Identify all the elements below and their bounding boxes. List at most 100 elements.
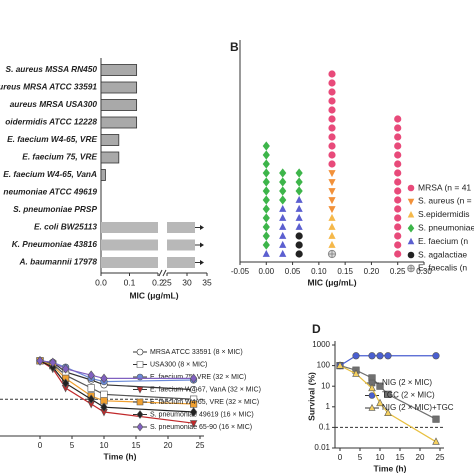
x-tick-label: 30 — [182, 277, 192, 287]
point — [384, 408, 392, 416]
legend-label: MRSA ATCC 33591 (8 × MIC) — [150, 349, 243, 356]
point — [384, 390, 392, 398]
bar — [100, 81, 138, 94]
category-label: E. faecium W4-65, VanA — [3, 169, 97, 179]
x-tick-label: 20 — [164, 441, 173, 450]
x-tick-label: 5 — [358, 453, 363, 462]
dot — [394, 250, 402, 258]
y-tick-label: 10 — [321, 381, 330, 390]
dot — [394, 160, 402, 168]
legend-label: MRSA (n = 41 — [418, 182, 471, 192]
dot — [328, 170, 336, 178]
legend-label: USA300 (8 × MIC) — [150, 361, 207, 368]
dot — [394, 115, 402, 123]
dot — [262, 159, 270, 169]
y-tick-label: 1 — [326, 402, 331, 411]
x-tick-label: 0.1 — [124, 277, 136, 287]
dot — [279, 168, 287, 178]
point — [376, 382, 384, 390]
dot — [279, 240, 287, 248]
category-label: S. pneumoniae PRSP — [13, 204, 97, 214]
dot — [394, 124, 402, 132]
legend-marker — [407, 211, 415, 218]
x-tick-label: 0.10 — [311, 267, 327, 276]
y-tick-label: 1000 — [312, 340, 330, 349]
y-tick-label: 100 — [317, 361, 331, 370]
x-axis-label: MIC (μg/mL) — [307, 277, 356, 287]
dot — [328, 222, 336, 230]
dot — [328, 188, 336, 196]
legend-marker — [136, 398, 144, 406]
x-tick-label: 25 — [196, 441, 205, 450]
point — [189, 420, 198, 428]
legend-label: E. faecium 75, VRE (32 × MIC) — [150, 374, 246, 381]
dot — [279, 249, 287, 257]
dot — [295, 213, 303, 221]
bar — [101, 257, 195, 268]
x-tick-label: 0.15 — [337, 267, 353, 276]
dot — [295, 232, 303, 240]
bar — [100, 116, 138, 129]
dot — [279, 213, 287, 221]
legend-label: S. pneumoniae 49619 (16 × MIC) — [150, 411, 254, 418]
x-tick-label: 0.0 — [95, 277, 107, 287]
dot — [328, 106, 336, 114]
category-label: aureus MRSA USA300 — [10, 99, 98, 109]
x-tick-label: 0.20 — [364, 267, 380, 276]
point — [352, 352, 360, 360]
legend-marker — [136, 373, 144, 381]
x-tick-label: 5 — [70, 441, 75, 450]
dot — [328, 160, 336, 168]
dot — [328, 231, 336, 239]
dot — [279, 186, 287, 196]
dot — [295, 195, 303, 203]
dot — [394, 133, 402, 141]
legend-marker — [368, 392, 376, 399]
dot — [328, 133, 336, 141]
legend-label: E. faecium W4-67, VanA (32 × MIC) — [150, 386, 261, 393]
dot — [328, 151, 336, 159]
point — [87, 394, 95, 404]
dot — [328, 124, 336, 132]
x-axis-label: Time (h) — [104, 451, 137, 461]
legend-label: E. faecalis (n — [418, 263, 467, 273]
dot — [295, 204, 303, 212]
point — [100, 402, 108, 412]
point — [384, 352, 392, 360]
dot — [394, 223, 402, 231]
dot — [394, 214, 402, 222]
dot — [295, 186, 303, 196]
dot — [328, 206, 336, 214]
y-tick-label: 0.1 — [319, 423, 331, 432]
x-tick-label: 0 — [38, 441, 43, 450]
legend-label: S.epidermidis — [418, 209, 470, 219]
point — [432, 415, 440, 423]
dot — [394, 241, 402, 249]
dot — [328, 142, 336, 150]
legend-marker — [136, 361, 144, 368]
legend-marker — [136, 410, 144, 419]
point — [49, 362, 57, 372]
category-label: oidermidis ATCC 12228 — [5, 117, 97, 127]
point — [352, 369, 360, 377]
arrow-head — [200, 225, 204, 230]
point — [100, 390, 108, 398]
dot — [262, 222, 270, 232]
dot — [262, 141, 270, 151]
category-label: neumoniae ATCC 49619 — [3, 187, 97, 197]
axis-break — [158, 269, 163, 277]
legend-label: S. aureus (n = — [418, 196, 472, 206]
dot — [328, 97, 336, 105]
point — [36, 356, 44, 366]
point — [49, 357, 57, 368]
x-tick-label: 15 — [132, 441, 141, 450]
dot — [279, 195, 287, 205]
dot — [328, 115, 336, 123]
x-tick-label: 10 — [100, 441, 109, 450]
point — [376, 352, 384, 360]
legend-label: NIG (2 × MIC) — [382, 378, 432, 387]
dot — [262, 204, 270, 214]
x-tick-label: 15 — [396, 453, 405, 462]
point — [100, 397, 108, 405]
point — [61, 378, 70, 388]
